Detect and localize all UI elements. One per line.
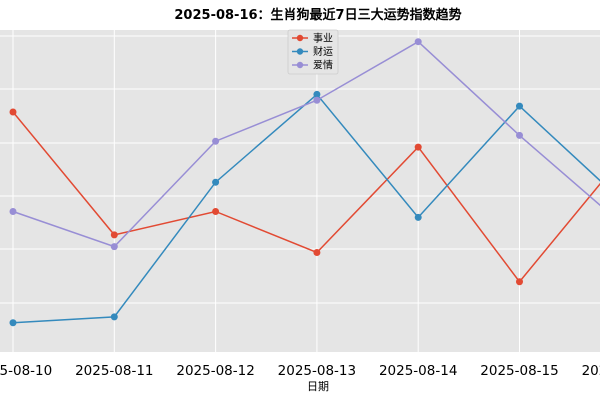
- legend-marker: [296, 48, 304, 55]
- legend-label: 事业: [313, 32, 333, 45]
- data-point: [212, 207, 220, 215]
- data-point: [110, 313, 118, 321]
- x-tick-label: 2025-08-13: [278, 363, 356, 379]
- legend-label: 财运: [313, 45, 333, 58]
- legend-marker: [296, 61, 304, 69]
- grid-lines: [0, 30, 600, 352]
- x-tick-label: 2025-08-15: [480, 363, 558, 379]
- data-point: [9, 108, 17, 116]
- data-point: [414, 38, 422, 46]
- x-tick-label: 2025-08-10: [0, 363, 52, 379]
- x-tick-label: 2025-08-14: [379, 363, 457, 379]
- series-points: [9, 38, 523, 327]
- data-point: [212, 137, 220, 145]
- x-tick-label: 2025-08-11: [75, 363, 153, 379]
- x-tick-label: 2025-08-16: [582, 363, 600, 379]
- x-axis-label: 日期: [307, 380, 329, 393]
- data-point: [313, 96, 321, 104]
- plot-area: [0, 30, 600, 352]
- x-tick-label: 2025-08-12: [176, 363, 254, 379]
- data-point: [9, 207, 17, 215]
- data-point: [414, 143, 422, 151]
- data-point: [9, 319, 17, 327]
- data-point: [110, 231, 118, 239]
- legend-marker: [296, 34, 304, 42]
- data-point: [110, 243, 118, 251]
- data-point: [212, 178, 220, 186]
- x-tick-labels: 2025-08-10 2025-08-11 2025-08-12 2025-08-13…: [0, 363, 600, 379]
- data-point: [313, 248, 321, 256]
- chart-title: 2025-08-16：生肖狗最近7日三大运势指数趋势: [174, 7, 461, 23]
- data-point: [516, 278, 523, 286]
- data-point: [313, 90, 321, 98]
- data-point: [516, 102, 523, 110]
- data-point: [516, 131, 523, 139]
- legend-label: 爱情: [313, 59, 333, 72]
- data-point: [414, 213, 422, 221]
